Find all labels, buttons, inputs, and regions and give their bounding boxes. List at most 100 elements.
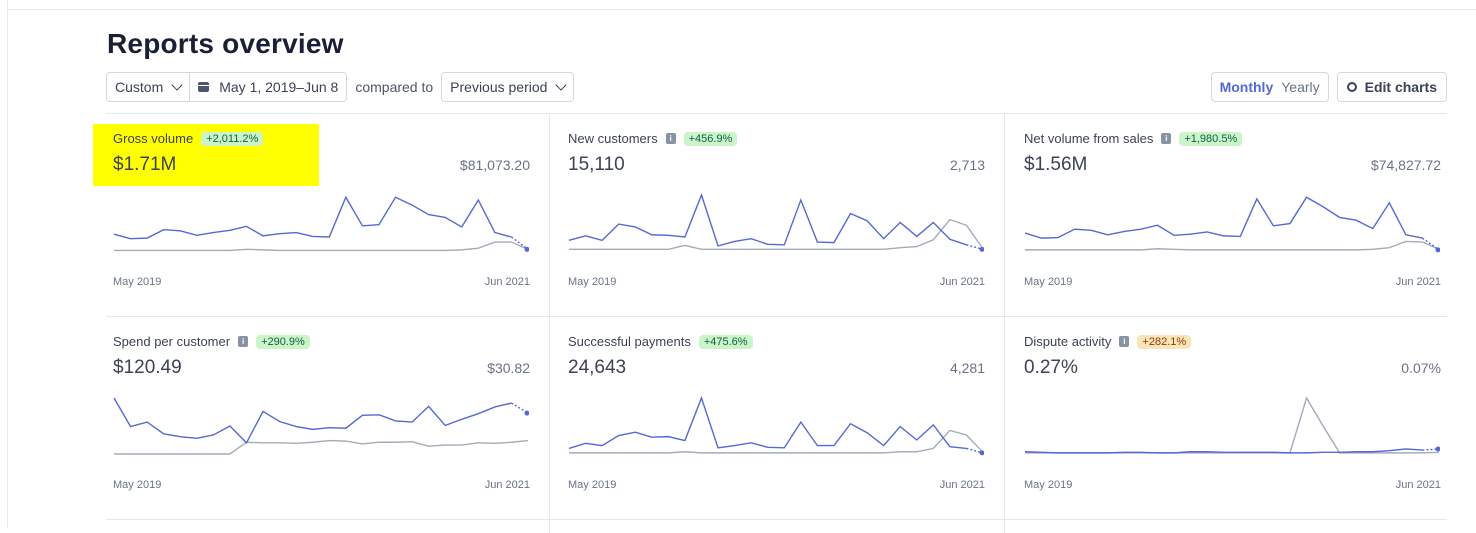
current-value: 15,110 <box>568 154 625 175</box>
change-badge: +456.9% <box>683 131 738 146</box>
x-axis-start-label: May 2019 <box>568 479 617 491</box>
chart-card[interactable]: Dispute activity i +282.1% 0.27% 0.07% M… <box>1017 316 1447 516</box>
chevron-down-icon <box>555 79 568 91</box>
sparkline-chart <box>113 397 529 455</box>
change-badge: +1,980.5% <box>1179 131 1243 146</box>
page-left-border <box>7 0 8 528</box>
card-header: Spend per customer i +290.9% <box>113 334 310 349</box>
card-header: Dispute activity i +282.1% <box>1024 334 1192 349</box>
current-period-line <box>1024 196 1423 239</box>
compare-select-label: Previous period <box>450 79 548 95</box>
previous-value: $30.82 <box>487 360 530 376</box>
card-header: Successful payments +475.6% <box>568 334 753 349</box>
calendar-icon <box>198 82 210 92</box>
previous-value: 2,713 <box>949 157 985 173</box>
previous-period-line <box>569 218 984 251</box>
x-axis-start-label: May 2019 <box>1024 479 1073 491</box>
previous-value: 4,281 <box>949 360 985 376</box>
x-axis-start-label: May 2019 <box>568 276 617 288</box>
chart-card[interactable]: Gross volume +2,011.2% $1.71M $81,073.20… <box>106 113 536 313</box>
chart-card[interactable]: New customers i +456.9% 15,110 2,713 May… <box>561 113 991 313</box>
forecast-end-point <box>979 246 984 252</box>
forecast-line <box>511 236 529 250</box>
chart-card[interactable]: Successful payments +475.6% 24,643 4,281… <box>561 316 991 516</box>
change-badge: +290.9% <box>256 334 310 349</box>
right-toolbar: Monthly Yearly Edit charts <box>1210 72 1447 102</box>
grid-divider <box>1004 113 1005 533</box>
previous-period-line <box>569 429 984 454</box>
forecast-line <box>966 447 984 454</box>
card-header: New customers i +456.9% <box>568 131 738 146</box>
chart-card[interactable]: Net volume from sales i +1,980.5% $1.56M… <box>1017 113 1447 313</box>
x-axis-start-label: May 2019 <box>113 479 162 491</box>
info-icon[interactable]: i <box>1119 336 1130 347</box>
card-title: Spend per customer <box>113 334 231 349</box>
info-icon[interactable]: i <box>1161 133 1172 144</box>
range-select[interactable]: Custom <box>107 73 189 101</box>
forecast-end-point <box>979 450 984 456</box>
current-value: 24,643 <box>568 357 627 378</box>
card-title: Successful payments <box>568 334 691 349</box>
card-title: New customers <box>568 131 658 146</box>
x-axis-end-label: Jun 2021 <box>1395 276 1441 288</box>
change-badge: +282.1% <box>1137 334 1192 349</box>
current-period-line <box>1024 448 1423 454</box>
date-toolbar: Custom May 1, 2019–Jun 8 compared to Pre… <box>106 72 575 102</box>
current-value: $120.49 <box>113 357 182 378</box>
interval-monthly[interactable]: Monthly <box>1219 79 1274 95</box>
date-range-group: Custom May 1, 2019–Jun 8 <box>106 72 348 102</box>
x-axis-start-label: May 2019 <box>113 276 162 288</box>
gear-icon <box>1346 82 1357 92</box>
card-title: Gross volume <box>113 131 194 146</box>
forecast-line <box>966 244 984 250</box>
edit-charts-label: Edit charts <box>1364 79 1437 95</box>
previous-period-line <box>114 241 529 252</box>
page-title: Reports overview <box>107 28 344 59</box>
chart-card[interactable]: Spend per customer i +290.9% $120.49 $30… <box>106 316 536 516</box>
current-period-line <box>113 397 512 444</box>
forecast-end-point <box>524 246 529 252</box>
forecast-end-point <box>1435 446 1440 452</box>
x-axis-end-label: Jun 2021 <box>484 479 530 491</box>
x-axis-start-label: May 2019 <box>1024 276 1073 288</box>
range-select-label: Custom <box>115 79 164 95</box>
current-period-line <box>568 395 967 450</box>
current-value: $1.71M <box>113 154 177 175</box>
card-header: Gross volume +2,011.2% <box>113 131 264 146</box>
grid-divider <box>106 519 1447 520</box>
current-period-line <box>568 192 967 247</box>
grid-divider <box>549 113 550 533</box>
x-axis-end-label: Jun 2021 <box>484 276 530 288</box>
forecast-end-point <box>524 410 529 416</box>
page-top-border <box>8 9 1476 10</box>
current-period-line <box>113 195 512 240</box>
date-range-button[interactable]: May 1, 2019–Jun 8 <box>189 73 346 101</box>
previous-value: $81,073.20 <box>459 157 530 173</box>
info-icon[interactable]: i <box>665 133 676 144</box>
change-badge: +475.6% <box>698 334 753 349</box>
interval-yearly[interactable]: Yearly <box>1281 79 1320 95</box>
edit-charts-button[interactable]: Edit charts <box>1336 72 1447 102</box>
compare-select[interactable]: Previous period <box>441 72 575 102</box>
interval-toggle: Monthly Yearly <box>1210 72 1329 102</box>
current-value: $1.56M <box>1024 154 1088 175</box>
info-icon[interactable]: i <box>238 336 249 347</box>
x-axis-end-label: Jun 2021 <box>1395 479 1441 491</box>
card-header: Net volume from sales i +1,980.5% <box>1024 131 1243 146</box>
card-title: Net volume from sales <box>1024 131 1154 146</box>
x-axis-end-label: Jun 2021 <box>939 479 985 491</box>
current-value: 0.27% <box>1024 357 1078 378</box>
previous-value: 0.07% <box>1401 360 1441 376</box>
sparkline-chart <box>113 195 529 252</box>
sparkline-chart <box>568 395 984 456</box>
compare-select-inner: Previous period <box>442 73 573 101</box>
date-range-label: May 1, 2019–Jun 8 <box>219 79 339 95</box>
grid-divider <box>106 113 1447 114</box>
compared-to-label: compared to <box>355 79 434 95</box>
previous-period-line <box>1025 240 1440 251</box>
sparkline-chart <box>568 192 984 252</box>
forecast-line <box>1422 237 1440 251</box>
change-badge: +2,011.2% <box>201 131 264 146</box>
grid-divider <box>106 316 1447 317</box>
previous-period-line <box>1025 396 1440 454</box>
